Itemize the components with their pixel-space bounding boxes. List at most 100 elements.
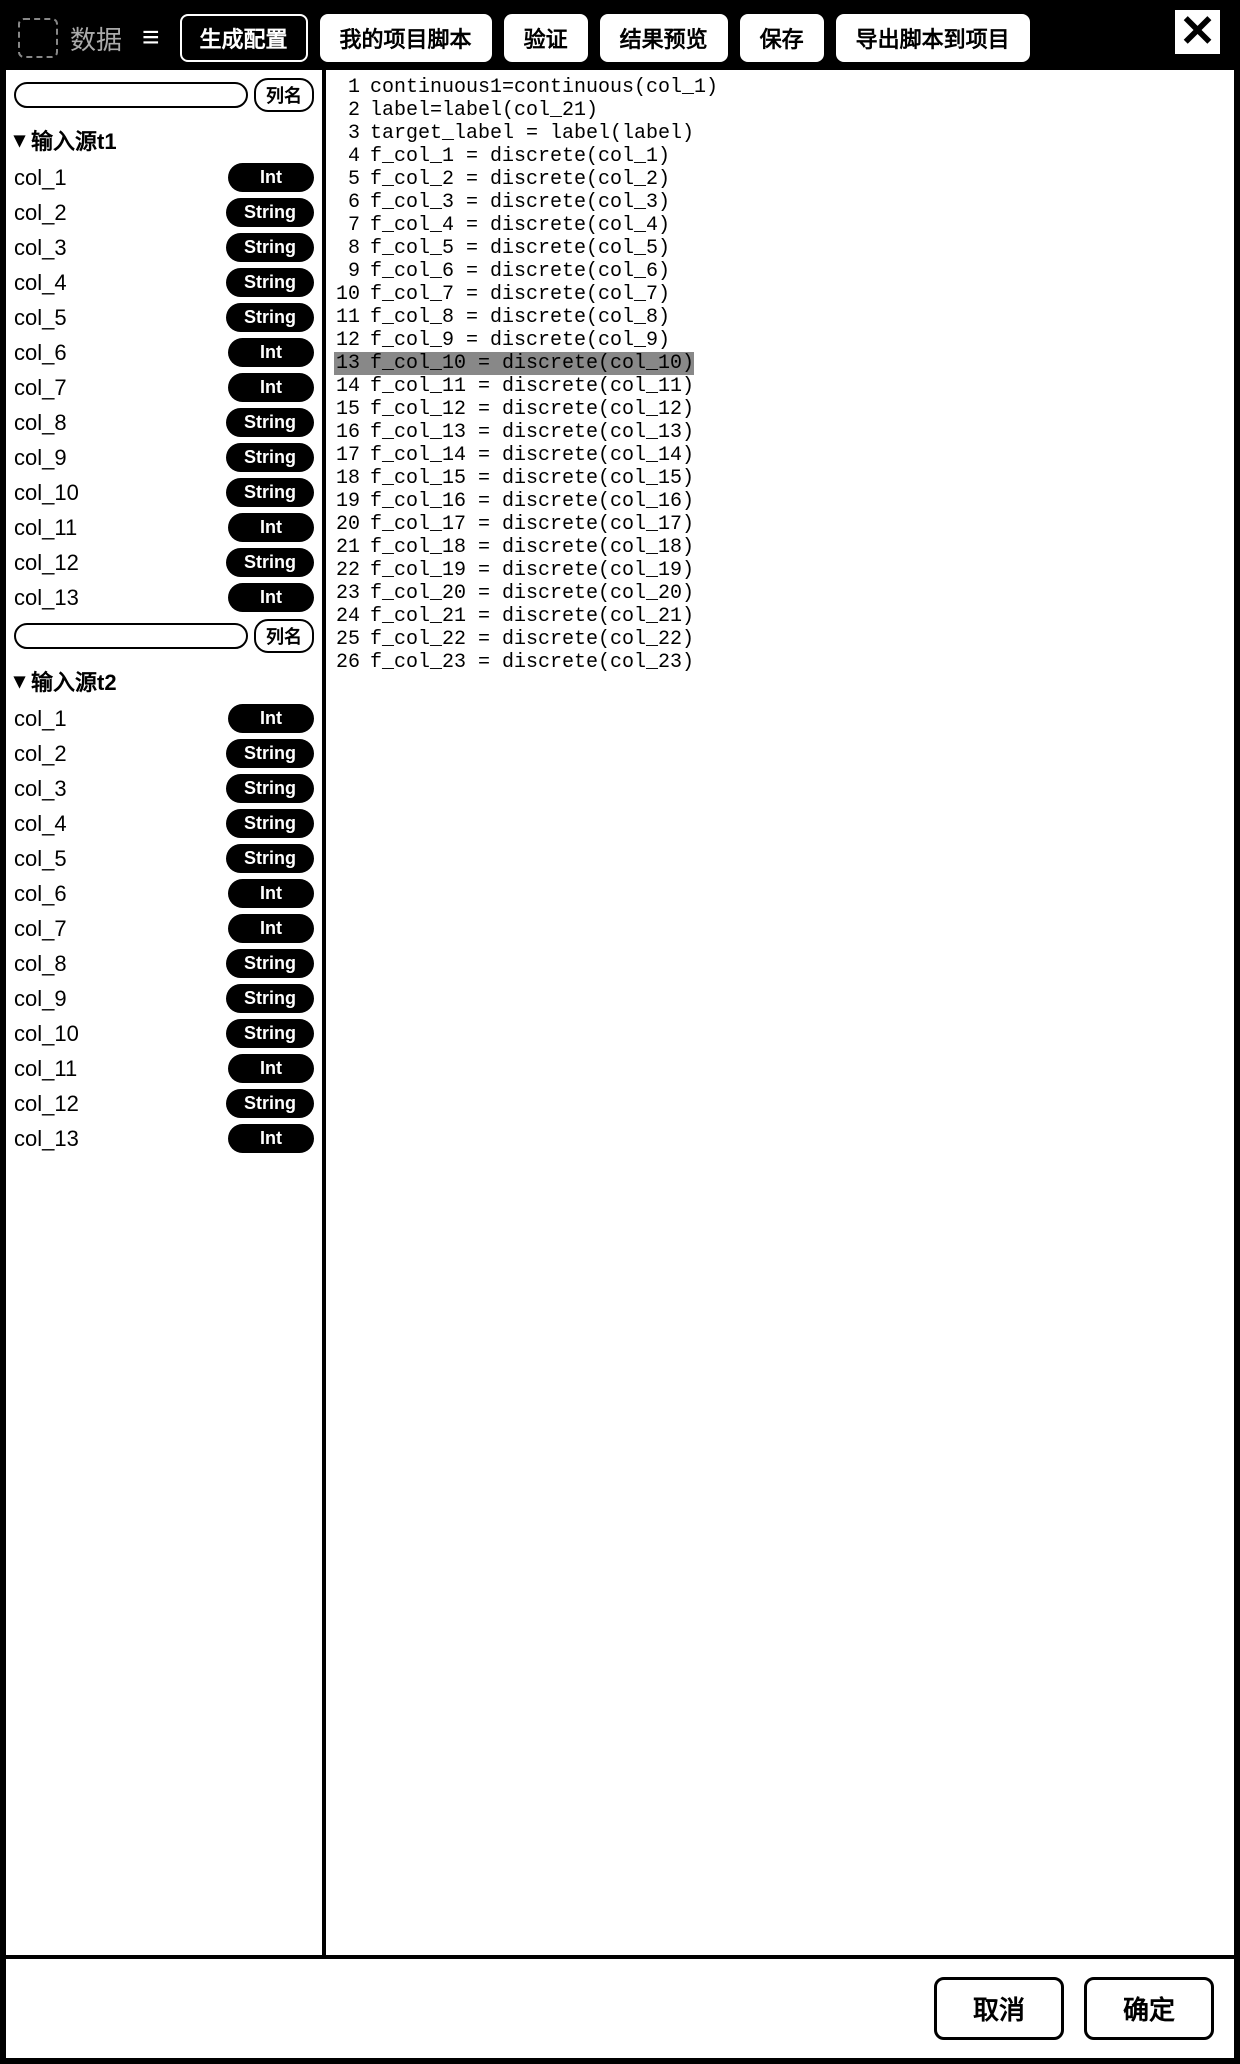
column-type-pill: Int — [228, 513, 314, 542]
code-line[interactable]: 21f_col_18 = discrete(col_18) — [334, 536, 1226, 559]
line-number: 10 — [334, 283, 370, 306]
line-number: 19 — [334, 490, 370, 513]
column-type-pill: Int — [228, 879, 314, 908]
code-line[interactable]: 9f_col_6 = discrete(col_6) — [334, 260, 1226, 283]
line-number: 3 — [334, 122, 370, 145]
code-line[interactable]: 23f_col_20 = discrete(col_20) — [334, 582, 1226, 605]
column-type-pill: Int — [228, 163, 314, 192]
code-line[interactable]: 20f_col_17 = discrete(col_17) — [334, 513, 1226, 536]
sidebar-column-row[interactable]: col_9String — [12, 981, 316, 1016]
code-text: f_col_10 = discrete(col_10) — [370, 352, 694, 375]
close-icon[interactable]: ✕ — [1175, 10, 1220, 54]
code-text: f_col_23 = discrete(col_23) — [370, 651, 694, 674]
code-text: f_col_6 = discrete(col_6) — [370, 260, 670, 283]
sidebar-column-row[interactable]: col_2String — [12, 195, 316, 230]
code-line[interactable]: 2label=label(col_21) — [334, 99, 1226, 122]
line-number: 2 — [334, 99, 370, 122]
sidebar-column-row[interactable]: col_8String — [12, 405, 316, 440]
save-button[interactable]: 保存 — [740, 14, 824, 62]
column-name: col_2 — [14, 741, 67, 767]
export-button[interactable]: 导出脚本到项目 — [836, 14, 1030, 62]
sidebar-column-row[interactable]: col_13Int — [12, 1121, 316, 1156]
cancel-button[interactable]: 取消 — [934, 1977, 1064, 2040]
sidebar-column-row[interactable]: col_6Int — [12, 876, 316, 911]
sidebar-search-input[interactable] — [14, 82, 248, 108]
code-line[interactable]: 4f_col_1 = discrete(col_1) — [334, 145, 1226, 168]
sidebar-column-row[interactable]: col_2String — [12, 736, 316, 771]
sidebar-column-row[interactable]: col_1Int — [12, 160, 316, 195]
code-line[interactable]: 25f_col_22 = discrete(col_22) — [334, 628, 1226, 651]
sidebar: 列名▾输入源t1col_1Intcol_2Stringcol_3Stringco… — [6, 70, 326, 1955]
tab-my-project-script[interactable]: 我的项目脚本 — [320, 14, 492, 62]
code-line[interactable]: 17f_col_14 = discrete(col_14) — [334, 444, 1226, 467]
code-line[interactable]: 7f_col_4 = discrete(col_4) — [334, 214, 1226, 237]
column-name: col_5 — [14, 846, 67, 872]
code-line[interactable]: 14f_col_11 = discrete(col_11) — [334, 375, 1226, 398]
column-type-pill: String — [226, 198, 314, 227]
line-number: 14 — [334, 375, 370, 398]
column-type-pill: Int — [228, 1124, 314, 1153]
code-line[interactable]: 16f_col_13 = discrete(col_13) — [334, 421, 1226, 444]
sidebar-group-title[interactable]: ▾输入源t2 — [12, 657, 316, 701]
sidebar-column-row[interactable]: col_13Int — [12, 580, 316, 615]
column-type-pill: String — [226, 478, 314, 507]
code-line[interactable]: 24f_col_21 = discrete(col_21) — [334, 605, 1226, 628]
preview-button[interactable]: 结果预览 — [600, 14, 728, 62]
window-title: 数据 — [70, 20, 122, 57]
sidebar-column-row[interactable]: col_3String — [12, 771, 316, 806]
code-text: f_col_19 = discrete(col_19) — [370, 559, 694, 582]
line-number: 20 — [334, 513, 370, 536]
sidebar-column-row[interactable]: col_6Int — [12, 335, 316, 370]
code-line[interactable]: 13f_col_10 = discrete(col_10) — [334, 352, 1226, 375]
sidebar-column-row[interactable]: col_12String — [12, 1086, 316, 1121]
code-text: f_col_18 = discrete(col_18) — [370, 536, 694, 559]
code-line[interactable]: 11f_col_8 = discrete(col_8) — [334, 306, 1226, 329]
code-text: f_col_20 = discrete(col_20) — [370, 582, 694, 605]
column-type-pill: Int — [228, 373, 314, 402]
sidebar-column-row[interactable]: col_7Int — [12, 911, 316, 946]
sidebar-column-row[interactable]: col_4String — [12, 265, 316, 300]
group-title-text: 输入源t2 — [31, 665, 117, 697]
sidebar-column-row[interactable]: col_10String — [12, 475, 316, 510]
code-line[interactable]: 5f_col_2 = discrete(col_2) — [334, 168, 1226, 191]
sidebar-column-row[interactable]: col_12String — [12, 545, 316, 580]
sidebar-search-input[interactable] — [14, 623, 248, 649]
sidebar-column-row[interactable]: col_1Int — [12, 701, 316, 736]
sidebar-column-row[interactable]: col_4String — [12, 806, 316, 841]
code-line[interactable]: 22f_col_19 = discrete(col_19) — [334, 559, 1226, 582]
sidebar-column-row[interactable]: col_11Int — [12, 510, 316, 545]
sidebar-column-row[interactable]: col_10 String — [12, 1016, 316, 1051]
code-editor[interactable]: 1continuous1=continuous(col_1)2label=lab… — [326, 70, 1234, 1955]
ok-button[interactable]: 确定 — [1084, 1977, 1214, 2040]
code-line[interactable]: 8f_col_5 = discrete(col_5) — [334, 237, 1226, 260]
sidebar-column-row[interactable]: col_5String — [12, 300, 316, 335]
code-line[interactable]: 15f_col_12 = discrete(col_12) — [334, 398, 1226, 421]
line-number: 16 — [334, 421, 370, 444]
code-line[interactable]: 10f_col_7 = discrete(col_7) — [334, 283, 1226, 306]
validate-button[interactable]: 验证 — [504, 14, 588, 62]
sidebar-column-row[interactable]: col_7Int — [12, 370, 316, 405]
column-name: col_10 — [14, 1021, 79, 1047]
sidebar-column-row[interactable]: col_9String — [12, 440, 316, 475]
code-line[interactable]: 6f_col_3 = discrete(col_3) — [334, 191, 1226, 214]
code-line[interactable]: 1continuous1=continuous(col_1) — [334, 76, 1226, 99]
code-line[interactable]: 3target_label = label(label) — [334, 122, 1226, 145]
sidebar-group-header: 列名 — [12, 615, 316, 657]
code-line[interactable]: 18f_col_15 = discrete(col_15) — [334, 467, 1226, 490]
line-number: 4 — [334, 145, 370, 168]
menu-icon[interactable]: ≡ — [134, 21, 168, 55]
sidebar-column-row[interactable]: col_8String — [12, 946, 316, 981]
line-number: 22 — [334, 559, 370, 582]
column-type-pill: String — [226, 1019, 314, 1048]
code-line[interactable]: 19f_col_16 = discrete(col_16) — [334, 490, 1226, 513]
code-line[interactable]: 12f_col_9 = discrete(col_9) — [334, 329, 1226, 352]
tab-generate-config[interactable]: 生成配置 — [180, 14, 308, 62]
line-number: 24 — [334, 605, 370, 628]
code-text: target_label = label(label) — [370, 122, 694, 145]
sidebar-group-title[interactable]: ▾输入源t1 — [12, 116, 316, 160]
sidebar-column-row[interactable]: col_5String — [12, 841, 316, 876]
code-line[interactable]: 26f_col_23 = discrete(col_23) — [334, 651, 1226, 674]
column-type-pill: String — [226, 268, 314, 297]
sidebar-column-row[interactable]: col_3String — [12, 230, 316, 265]
sidebar-column-row[interactable]: col_11Int — [12, 1051, 316, 1086]
